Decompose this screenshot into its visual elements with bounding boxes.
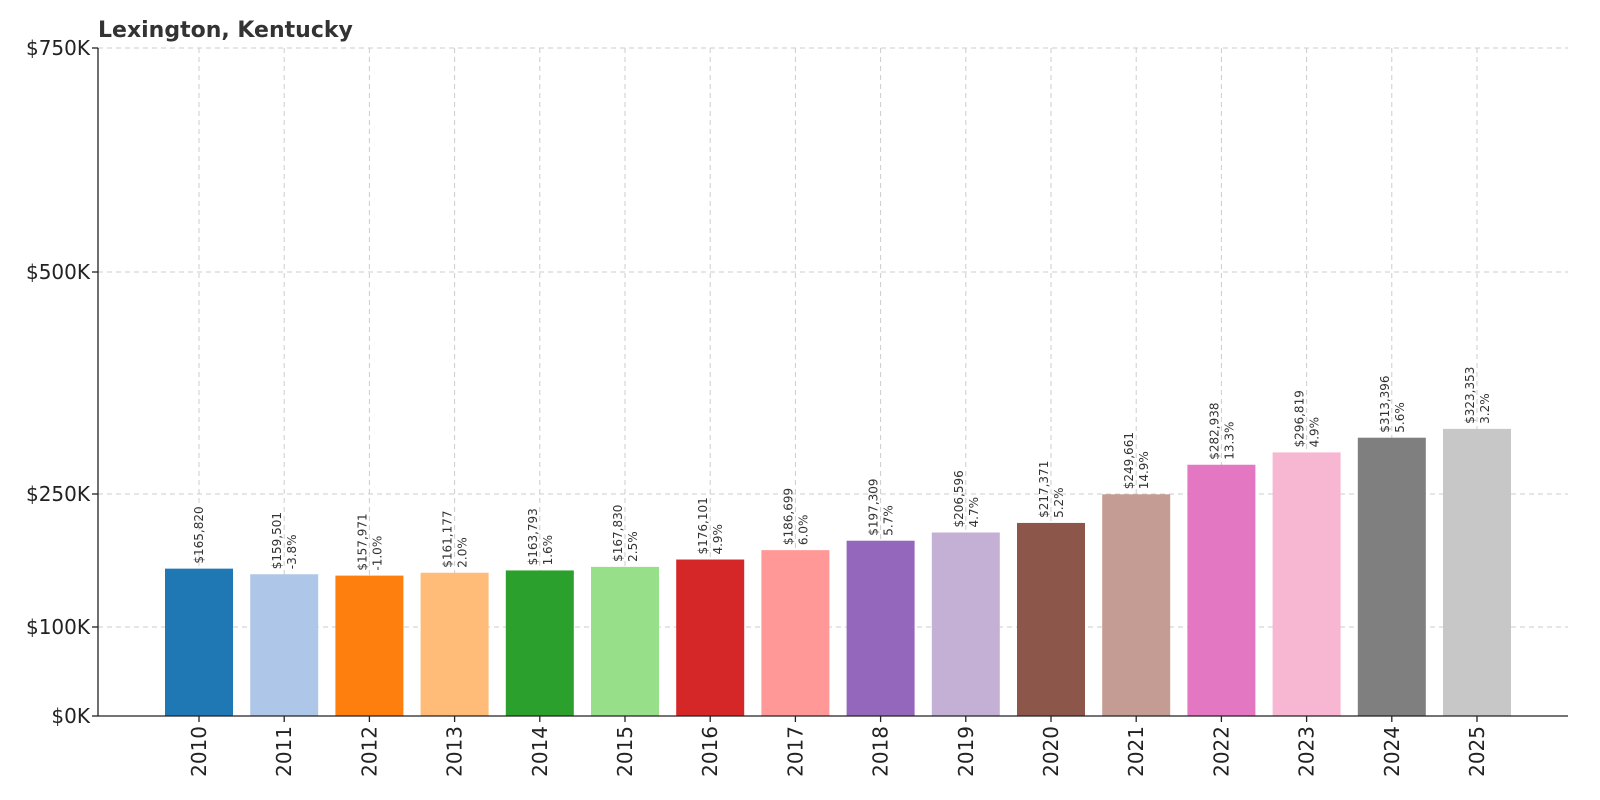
data-label-2025: $323,3533.2% [1463,367,1492,424]
y-tick-label: $750K [26,36,91,60]
value-label: $323,353 [1463,367,1477,424]
change-label: 4.9% [1308,417,1322,448]
value-label: $249,661 [1122,432,1136,489]
bar-2017 [761,550,830,716]
change-label: 5.6% [1393,402,1407,433]
x-tick-label-2013: 2013 [443,726,467,777]
x-tick-label-2016: 2016 [698,726,722,777]
bar-2018 [846,540,915,716]
data-label-2018: $197,3095.7% [867,478,896,535]
x-tick-label-2020: 2020 [1039,726,1063,777]
value-label: $206,596 [952,470,966,527]
value-label: $165,820 [192,506,206,563]
change-label: 3.2% [1478,393,1492,424]
data-label-2024: $313,3965.6% [1378,375,1407,432]
axes-layer: $0K $100K $250K $500K $750K 2010 2011 2012 2013 2… [26,36,1568,777]
data-label-2014: $163,7931.6% [526,508,555,565]
x-tick-label-2015: 2015 [613,726,637,777]
change-label: 13.3% [1222,422,1236,460]
x-tick-label-2012: 2012 [357,726,381,777]
x-tick-label-2024: 2024 [1380,726,1404,777]
y-tick-label: $100K [26,615,91,639]
x-tick-label-2019: 2019 [954,726,978,777]
chart-title: Lexington, Kentucky [98,18,353,43]
value-label: $159,501 [270,512,284,569]
bar-2012 [335,575,404,716]
change-label: -3.8% [285,534,299,569]
value-label: $176,101 [696,497,710,554]
bar-2022 [1187,464,1256,716]
x-tick-label-2010: 2010 [187,726,211,777]
data-label-2019: $206,5964.7% [952,470,981,527]
x-tick-label-2011: 2011 [272,726,296,777]
change-label: 6.0% [796,515,810,546]
change-label: 5.2% [1052,487,1066,518]
x-tick-label-2017: 2017 [783,726,807,777]
x-tick-label-2021: 2021 [1124,726,1148,777]
grid-layer [98,47,1568,716]
value-label: $186,699 [781,488,795,545]
bar-2020 [1017,522,1085,716]
data-label-2023: $296,8194.9% [1293,390,1322,447]
data-label-2012: $157,971-1.0% [355,513,384,570]
bar-2019 [931,532,1000,716]
data-label-2021: $249,66114.9% [1122,432,1151,489]
change-label: 4.7% [967,497,981,528]
bars-layer [165,428,1511,716]
value-label: $296,819 [1293,390,1307,447]
x-tick-label-2025: 2025 [1465,726,1489,777]
value-label: $167,830 [611,505,625,562]
bar-2010 [165,568,233,716]
data-labels-layer: $165,820 $159,501-3.8% $157,971-1.0% $161,1… [192,367,1492,571]
change-label: 1.6% [541,535,555,566]
x-tick-label-2022: 2022 [1209,726,1233,777]
change-label: 2.0% [456,537,470,568]
bar-2016 [676,559,745,716]
change-label: 4.9% [711,524,725,555]
value-label: $157,971 [355,513,369,570]
data-label-2022: $282,93813.3% [1207,402,1236,459]
value-label: $217,371 [1037,461,1051,518]
bar-2025 [1443,428,1511,716]
change-label: 2.5% [626,531,640,562]
value-label: $163,793 [526,508,540,565]
y-tick-label: $500K [26,260,91,284]
change-label: -1.0% [370,536,384,571]
bar-2023 [1272,452,1341,716]
value-label: $282,938 [1207,402,1221,459]
change-label: 5.7% [882,505,896,536]
bar-2015 [591,566,659,716]
bar-2021 [1102,494,1171,716]
change-label: 14.9% [1137,451,1151,489]
x-tick-label-2018: 2018 [869,726,893,777]
value-label: $161,177 [441,510,455,567]
y-tick-label: $0K [51,704,90,728]
data-label-2020: $217,3715.2% [1037,461,1066,518]
x-tick-label-2014: 2014 [528,726,552,777]
data-label-2016: $176,1014.9% [696,497,725,554]
data-label-2013: $161,1772.0% [441,510,470,567]
bar-2014 [505,570,574,716]
data-label-2011: $159,501-3.8% [270,512,299,569]
value-label: $313,396 [1378,375,1392,432]
data-label-2015: $167,8302.5% [611,505,640,562]
bar-2011 [250,574,319,716]
data-label-2010: $165,820 [192,506,206,563]
bar-2024 [1357,437,1426,716]
x-tick-label-2023: 2023 [1295,726,1319,777]
value-label: $197,309 [867,478,881,535]
y-tick-label: $250K [26,482,91,506]
data-label-2017: $186,6996.0% [781,488,810,545]
bar-2013 [420,572,489,716]
